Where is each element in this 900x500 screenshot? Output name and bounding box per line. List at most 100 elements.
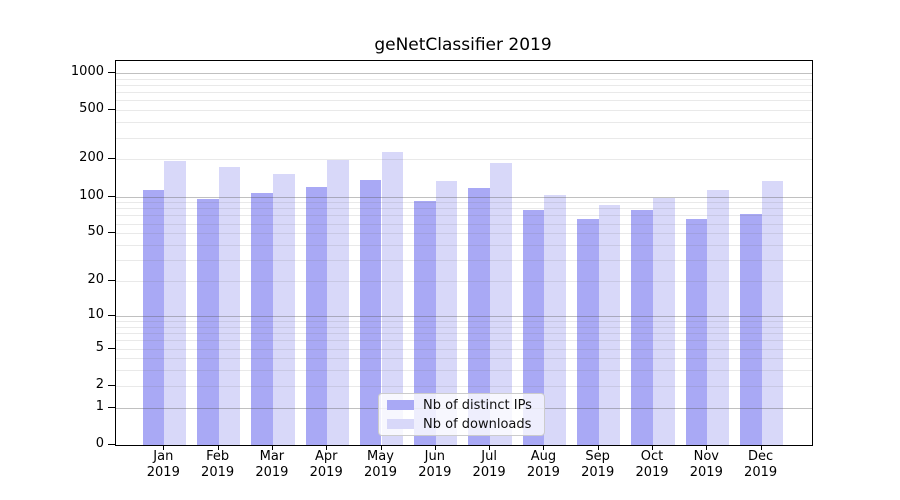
x-tick-label: Mar 2019 [245,449,299,481]
y-tick-label: 200 [79,150,104,166]
bar-downloads-feb [218,166,241,445]
gridline-minor [116,340,812,342]
gridline-minor [116,208,812,210]
x-tick-mark [217,445,219,450]
x-tick-label: Jun 2019 [408,449,462,481]
bar-distinct-ips-dec [739,213,762,445]
x-tick-month: Jun [424,449,445,464]
x-tick-year: 2019 [472,465,506,480]
gridline-minor [116,202,812,204]
x-tick-mark [271,445,273,450]
gridline-minor [116,110,812,112]
gridline-minor [116,84,812,86]
x-tick-month: Dec [748,449,774,464]
x-tick-label: May 2019 [354,449,408,481]
legend-label-distinct-ips: Nb of distinct IPs [423,397,532,413]
x-tick-mark [326,445,328,450]
plot-area [115,60,813,446]
bar-downloads-jul [490,162,512,445]
x-tick-mark [434,445,436,450]
gridline-minor [116,358,812,360]
y-tick-mark [108,71,115,73]
gridline-minor [116,159,812,161]
gridline-major [116,196,812,198]
y-tick-mark [108,384,115,386]
gridline-minor [116,233,812,235]
y-tick-mark [108,314,115,316]
x-tick-month: Aug [530,449,557,464]
x-tick-month: Nov [693,449,719,464]
gridline-minor [116,348,812,350]
gridline-minor [116,92,812,94]
bar-downloads-dec [761,180,784,445]
legend: Nb of distinct IPs Nb of downloads [378,393,545,436]
x-tick-mark [489,445,491,450]
x-tick-month: Oct [640,449,664,464]
gridline-minor [116,370,812,372]
y-tick-label: 500 [79,101,104,117]
gridline-minor [116,78,812,80]
x-tick-label: Apr 2019 [299,449,353,481]
bar-downloads-aug [544,194,567,445]
legend-swatch-downloads [387,419,414,429]
x-tick-label: Dec 2019 [734,449,788,481]
x-tick-year: 2019 [255,465,289,480]
x-tick-year: 2019 [689,465,723,480]
y-tick-label: 1 [95,398,104,414]
x-tick-label: Jan 2019 [136,449,190,481]
x-tick-mark [163,445,165,450]
x-tick-year: 2019 [146,465,180,480]
gridline-minor [116,223,812,225]
chart-title: geNetClassifier 2019 [374,35,552,55]
bar-distinct-ips-oct [631,210,653,445]
bar-downloads-jun [435,181,458,445]
x-tick-month: Apr [314,449,338,464]
gridline-minor [116,137,812,139]
x-tick-mark [380,445,382,450]
x-tick-mark [597,445,599,450]
gridline-major [116,315,812,317]
gridline-minor [116,100,812,102]
bar-distinct-ips-apr [305,186,328,445]
bar-distinct-ips-feb [196,198,219,445]
legend-swatch-distinct-ips [387,400,414,410]
x-tick-label: Sep 2019 [571,449,625,481]
gridline-minor [116,215,812,217]
x-tick-month: Jan [153,449,174,464]
bar-distinct-ips-may [359,179,382,445]
x-tick-month: Mar [259,449,285,464]
x-tick-label: Feb 2019 [191,449,245,481]
y-tick-mark [108,280,115,281]
bar-downloads-oct [653,198,675,445]
x-tick-month: Sep [585,449,610,464]
gridline-major [116,72,812,74]
bar-downloads-mar [272,173,295,445]
legend-label-downloads: Nb of downloads [423,416,532,432]
x-tick-mark [543,445,545,450]
x-tick-month: May [367,449,394,464]
x-tick-mark [652,445,653,450]
y-tick-label: 5 [95,339,104,355]
x-tick-label: Jul 2019 [462,449,516,481]
y-tick-mark [108,444,115,445]
gridline-minor [116,333,812,334]
y-tick-label: 10 [87,306,104,322]
bar-downloads-nov [707,190,729,445]
y-tick-label: 20 [87,272,104,287]
x-tick-year: 2019 [418,465,452,480]
bar-downloads-may [381,151,404,445]
y-tick-label: 100 [79,187,104,203]
y-tick-mark [108,195,115,197]
x-tick-label: Aug 2019 [516,449,570,481]
legend-item-downloads: Nb of downloads [387,417,536,432]
gridline-minor [116,122,812,124]
gridline-minor [116,326,812,328]
x-tick-year: 2019 [744,465,778,480]
y-tick-label: 50 [87,224,104,240]
y-tick-mark [108,158,115,160]
bar-distinct-ips-mar [251,192,273,445]
y-tick-mark [108,232,115,234]
x-tick-year: 2019 [635,465,669,480]
x-tick-year: 2019 [363,465,398,480]
